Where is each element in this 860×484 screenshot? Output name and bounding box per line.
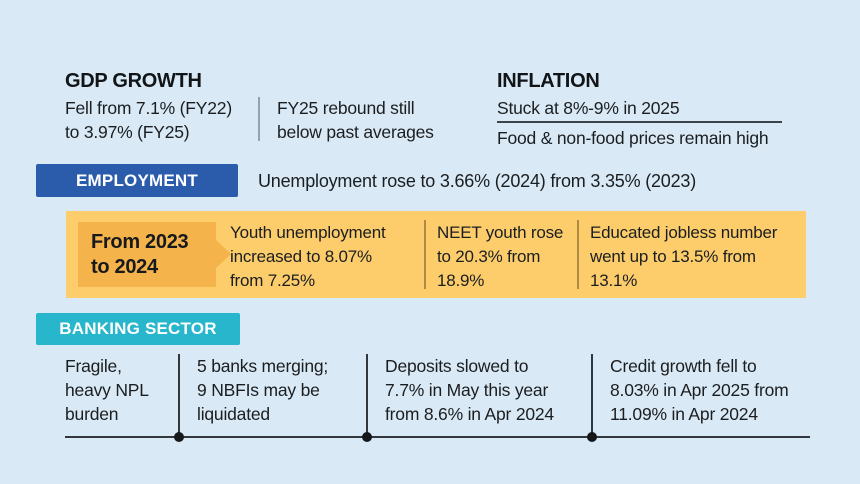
period-label: From 2023 to 2024 xyxy=(91,231,189,278)
banking-chip: BANKING SECTOR xyxy=(36,313,240,345)
banking-stat-npl: Fragile, heavy NPL burden xyxy=(65,356,149,424)
employment-stat-neet: NEET youth rose to 20.3% from 18.9% xyxy=(437,223,564,290)
band-divider xyxy=(577,220,579,289)
employment-detail-band: From 2023 to 2024 Youth unemployment incre… xyxy=(66,211,806,298)
timeline-dot xyxy=(587,432,597,442)
banking-stat-connector xyxy=(178,354,180,438)
gdp-title: GDP GROWTH xyxy=(65,70,202,92)
employment-stat-educated: Educated jobless number went up to 13.5% … xyxy=(590,223,778,290)
banking-chip-label: BANKING SECTOR xyxy=(59,319,217,338)
employment-chip-label: EMPLOYMENT xyxy=(76,170,198,190)
employment-stat-youth: Youth unemployment increased to 8.07% from… xyxy=(230,223,386,290)
gdp-primary-stat: Fell from 7.1% (FY22) to 3.97% (FY25) xyxy=(65,98,232,142)
employment-chip: EMPLOYMENT xyxy=(36,164,238,197)
employment-headline: Unemployment rose to 3.66% (2024) from 3… xyxy=(258,171,697,191)
banking-timeline xyxy=(65,436,810,438)
timeline-dot xyxy=(362,432,372,442)
gdp-secondary-stat: FY25 rebound still below past averages xyxy=(277,98,434,142)
band-divider xyxy=(424,220,426,289)
timeline-dot xyxy=(174,432,184,442)
inflation-underline xyxy=(497,121,782,123)
gdp-column-divider xyxy=(258,97,260,141)
period-label-box: From 2023 to 2024 xyxy=(78,222,216,287)
banking-stat-mergers: 5 banks merging; 9 NBFIs may be liquidated xyxy=(197,356,329,424)
banking-stat-credit: Credit growth fell to 8.03% in Apr 2025 f… xyxy=(610,356,789,424)
banking-stat-connector xyxy=(591,354,593,438)
banking-stat-deposits: Deposits slowed to 7.7% in May this year f… xyxy=(385,356,554,424)
period-arrow-icon xyxy=(216,240,231,268)
banking-stat-connector xyxy=(366,354,368,438)
inflation-rate-line: Stuck at 8%-9% in 2025 xyxy=(497,98,680,118)
inflation-title: INFLATION xyxy=(497,70,600,92)
inflation-note-line: Food & non-food prices remain high xyxy=(497,128,769,148)
